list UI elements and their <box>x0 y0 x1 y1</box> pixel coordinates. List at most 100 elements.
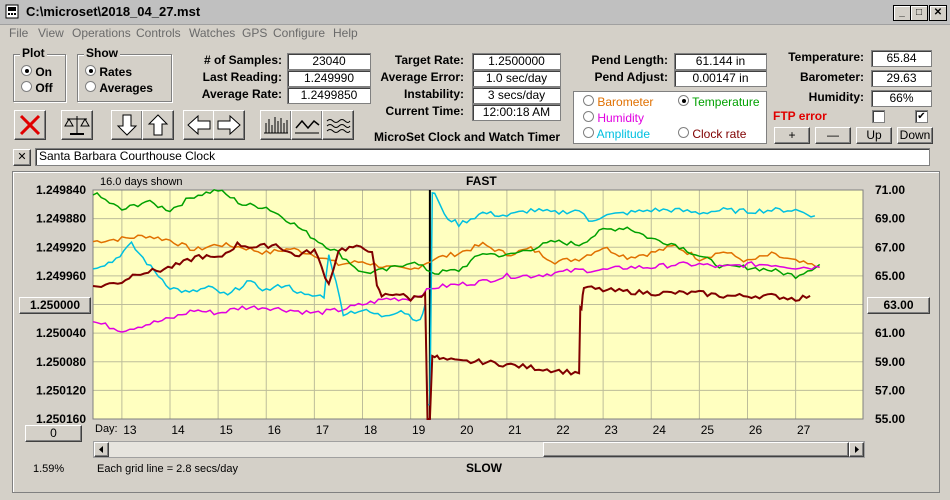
scroll-thumb[interactable] <box>543 442 849 457</box>
sensor-option-temperature[interactable]: Temperature <box>678 95 760 109</box>
radio-icon <box>21 81 32 92</box>
left-arrow-icon <box>187 114 211 136</box>
chart-frame <box>12 171 940 493</box>
ftp-error-label: FTP error <box>773 109 827 123</box>
up-button[interactable]: Up <box>856 127 892 144</box>
last-reading-label: Last Reading: <box>202 70 282 84</box>
sensor-option-barometer[interactable]: Barometer <box>583 95 653 109</box>
percent-label: 1.59% <box>33 463 65 475</box>
plus-button[interactable]: + <box>774 127 810 144</box>
pend-length-field: 61.144 in <box>674 53 767 70</box>
x-tick-label: 19 <box>412 423 426 437</box>
clock-rate-option-label: Clock rate <box>692 127 747 141</box>
radio-icon <box>678 127 689 138</box>
left-value-button[interactable]: 1.250000 <box>19 297 91 314</box>
menu-operations[interactable]: Operations <box>72 26 131 40</box>
current-time-field: 12:00:18 AM <box>472 104 561 121</box>
x-tick-label: 21 <box>508 423 522 437</box>
y-right-tick-label: 57.00 <box>875 383 905 397</box>
close-window-button[interactable]: ✕ <box>929 5 947 21</box>
instability-label: Instability: <box>403 87 464 101</box>
temperature-field: 65.84 <box>871 50 932 67</box>
grid-note: Each grid line = 2.8 secs/day <box>97 463 238 475</box>
barometer-label: Barometer: <box>799 70 864 84</box>
stop-button[interactable] <box>14 110 46 140</box>
instability-field: 3 secs/day <box>472 87 561 104</box>
barometer-option-label: Barometer <box>597 95 654 109</box>
sensor-option-humidity[interactable]: Humidity <box>583 111 644 125</box>
scroll-down-button[interactable] <box>111 110 143 140</box>
x-tick-label: 23 <box>604 423 618 437</box>
line-graph-button[interactable] <box>291 110 323 140</box>
average-rate-label: Average Rate: <box>201 87 282 101</box>
sensor-option-clock-rate[interactable]: Clock rate <box>678 127 746 141</box>
sensor-selector <box>573 91 767 144</box>
minus-button[interactable]: — <box>815 127 851 144</box>
right-value-button[interactable]: 63.00 <box>867 297 930 314</box>
menu-help[interactable]: Help <box>333 26 358 40</box>
scroll-right-button[interactable] <box>213 110 245 140</box>
menu-bar: File View Operations Controls Watches GP… <box>0 24 950 42</box>
ftp-checkbox-2[interactable]: ✔ <box>915 110 928 123</box>
humidity-option-label: Humidity <box>597 111 645 125</box>
y-right-tick-label: 65.00 <box>875 269 905 283</box>
bar-graph-icon <box>264 117 288 134</box>
humidity-label: Humidity: <box>808 90 864 104</box>
title-bar <box>0 0 950 25</box>
last-reading-field: 1.249990 <box>287 70 371 87</box>
sensor-option-amplitude[interactable]: Amplitude <box>583 127 650 141</box>
pend-adjust-label: Pend Adjust: <box>594 70 668 84</box>
scroll-left-arrow[interactable] <box>94 442 109 457</box>
menu-gps[interactable]: GPS <box>242 26 268 40</box>
menu-view[interactable]: View <box>38 26 64 40</box>
x-tick-label: 15 <box>219 423 233 437</box>
radio-icon <box>583 111 594 122</box>
show-group-title: Show <box>84 46 120 60</box>
average-rate-field: 1.2499850 <box>287 87 371 104</box>
x-tick-label: 24 <box>653 423 667 437</box>
app-icon <box>5 4 19 19</box>
scroll-up-button[interactable] <box>142 110 174 140</box>
y-right-tick-label: 55.00 <box>875 412 905 426</box>
show-rates-radio[interactable]: Rates <box>85 65 132 79</box>
radio-selected-icon <box>678 95 689 106</box>
caret-right-icon <box>855 446 859 453</box>
wave-graph-button[interactable] <box>322 110 354 140</box>
average-error-label: Average Error: <box>380 70 464 84</box>
scroll-right-arrow[interactable] <box>849 442 864 457</box>
plot-on-radio[interactable]: On <box>21 65 52 79</box>
down-button[interactable]: Down <box>897 127 933 144</box>
maximize-button[interactable]: □ <box>910 5 928 21</box>
y-left-tick-label: 1.250040 <box>36 326 86 340</box>
plot-off-radio[interactable]: Off <box>21 81 53 95</box>
samples-field: 23040 <box>287 53 371 70</box>
zero-button[interactable]: 0 <box>25 425 82 442</box>
amplitude-option-label: Amplitude <box>596 127 651 141</box>
menu-configure[interactable]: Configure <box>273 26 326 40</box>
pend-length-label: Pend Length: <box>591 53 668 67</box>
balance-button[interactable] <box>61 110 93 140</box>
scroll-left-button[interactable] <box>183 110 215 140</box>
stop-x-icon <box>19 114 41 136</box>
clock-name-field[interactable]: Santa Barbara Courthouse Clock <box>35 148 930 166</box>
menu-watches[interactable]: Watches <box>189 26 236 40</box>
humidity-field: 66% <box>871 90 932 107</box>
series-line-temperature <box>92 188 821 280</box>
menu-file[interactable]: File <box>9 26 29 40</box>
menu-controls[interactable]: Controls <box>136 26 181 40</box>
x-tick-label: 26 <box>749 423 763 437</box>
x-tick-label: 25 <box>701 423 715 437</box>
plot-off-label: Off <box>35 81 53 95</box>
radio-selected-icon <box>21 65 32 76</box>
temperature-option-label: Temperature <box>692 95 760 109</box>
show-averages-radio[interactable]: Averages <box>85 81 153 95</box>
x-tick-label: 16 <box>268 423 282 437</box>
show-averages-label: Averages <box>99 81 153 95</box>
y-right-tick-label: 67.00 <box>875 240 905 254</box>
days-shown-label: 16.0 days shown <box>100 176 183 188</box>
close-clock-button[interactable]: ✕ <box>13 149 31 166</box>
samples-label: # of Samples: <box>203 53 282 67</box>
ftp-checkbox-1[interactable] <box>872 110 885 123</box>
minimize-button[interactable]: _ <box>893 5 911 21</box>
